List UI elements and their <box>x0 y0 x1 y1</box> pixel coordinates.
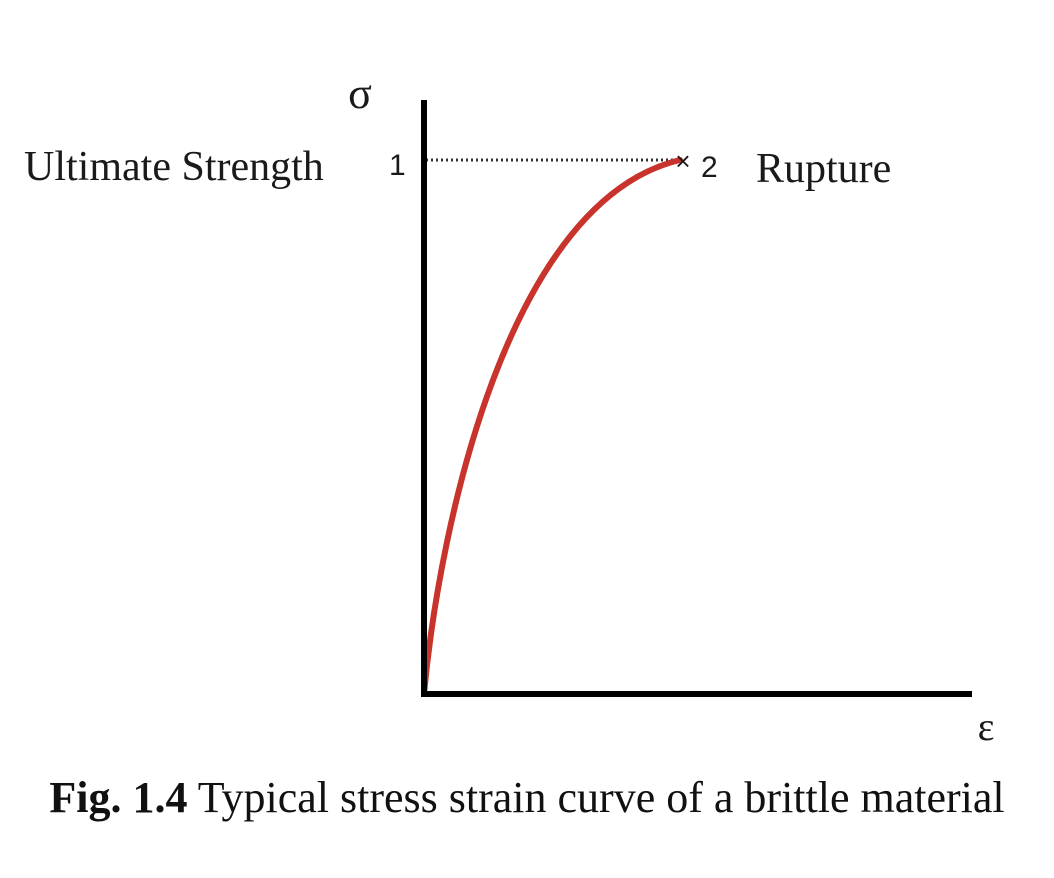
stress-strain-curve <box>421 157 683 697</box>
figure-caption-text: Typical stress strain curve of a brittle… <box>197 773 1005 822</box>
figure-caption: Fig. 1.4 Typical stress strain curve of … <box>0 772 1054 823</box>
rupture-marker: × <box>675 146 690 176</box>
point-2-number: 2 <box>701 151 718 184</box>
ultimate-strength-label: Ultimate Strength <box>24 144 324 190</box>
rupture-label: Rupture <box>756 146 891 192</box>
point-1-number: 1 <box>389 149 406 182</box>
figure-number: Fig. 1.4 <box>49 773 188 822</box>
y-axis-symbol: σ <box>348 69 372 118</box>
x-axis-symbol: ε <box>978 704 995 749</box>
